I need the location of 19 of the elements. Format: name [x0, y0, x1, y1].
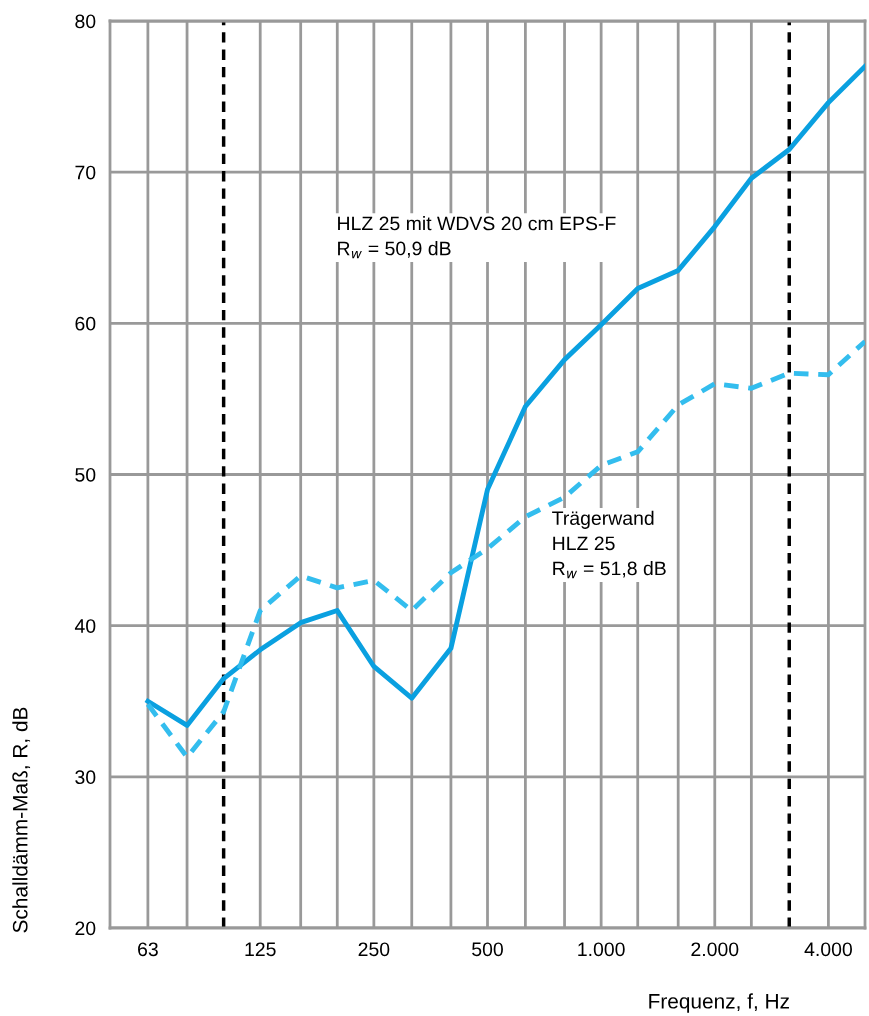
y-tick-label: 20: [75, 921, 96, 936]
x-axis-title: Frequenz, f, Hz: [649, 993, 789, 1013]
x-tick-label: 63: [138, 942, 158, 957]
annotation: Trägerwand HLZ 25 R$_{w}$ = 51,8 dB: [552, 510, 666, 579]
x-tick-label: 500: [472, 942, 503, 957]
line-series: [145, 63, 865, 728]
y-axis-title: Schalldämm-Maß, R, dB: [12, 707, 31, 933]
x-tick-label: 250: [358, 942, 390, 957]
x-tick-label: 4.000: [804, 942, 852, 957]
y-tick-label: 70: [75, 165, 96, 180]
y-tick-label: 60: [75, 316, 96, 331]
y-tick-label: 80: [75, 14, 96, 29]
y-tick-label: 50: [75, 467, 96, 482]
y-tick-label: 30: [75, 770, 96, 785]
y-tick-label: 40: [74, 619, 96, 633]
annotation: HLZ 25 mit WDVS 20 cm EPS-F R$_{w}$ = 50,9 dB: [338, 216, 616, 259]
x-tick-label: 2.000: [691, 942, 739, 957]
x-tick-label: 125: [245, 942, 276, 957]
x-tick-label: 1.000: [578, 942, 625, 957]
